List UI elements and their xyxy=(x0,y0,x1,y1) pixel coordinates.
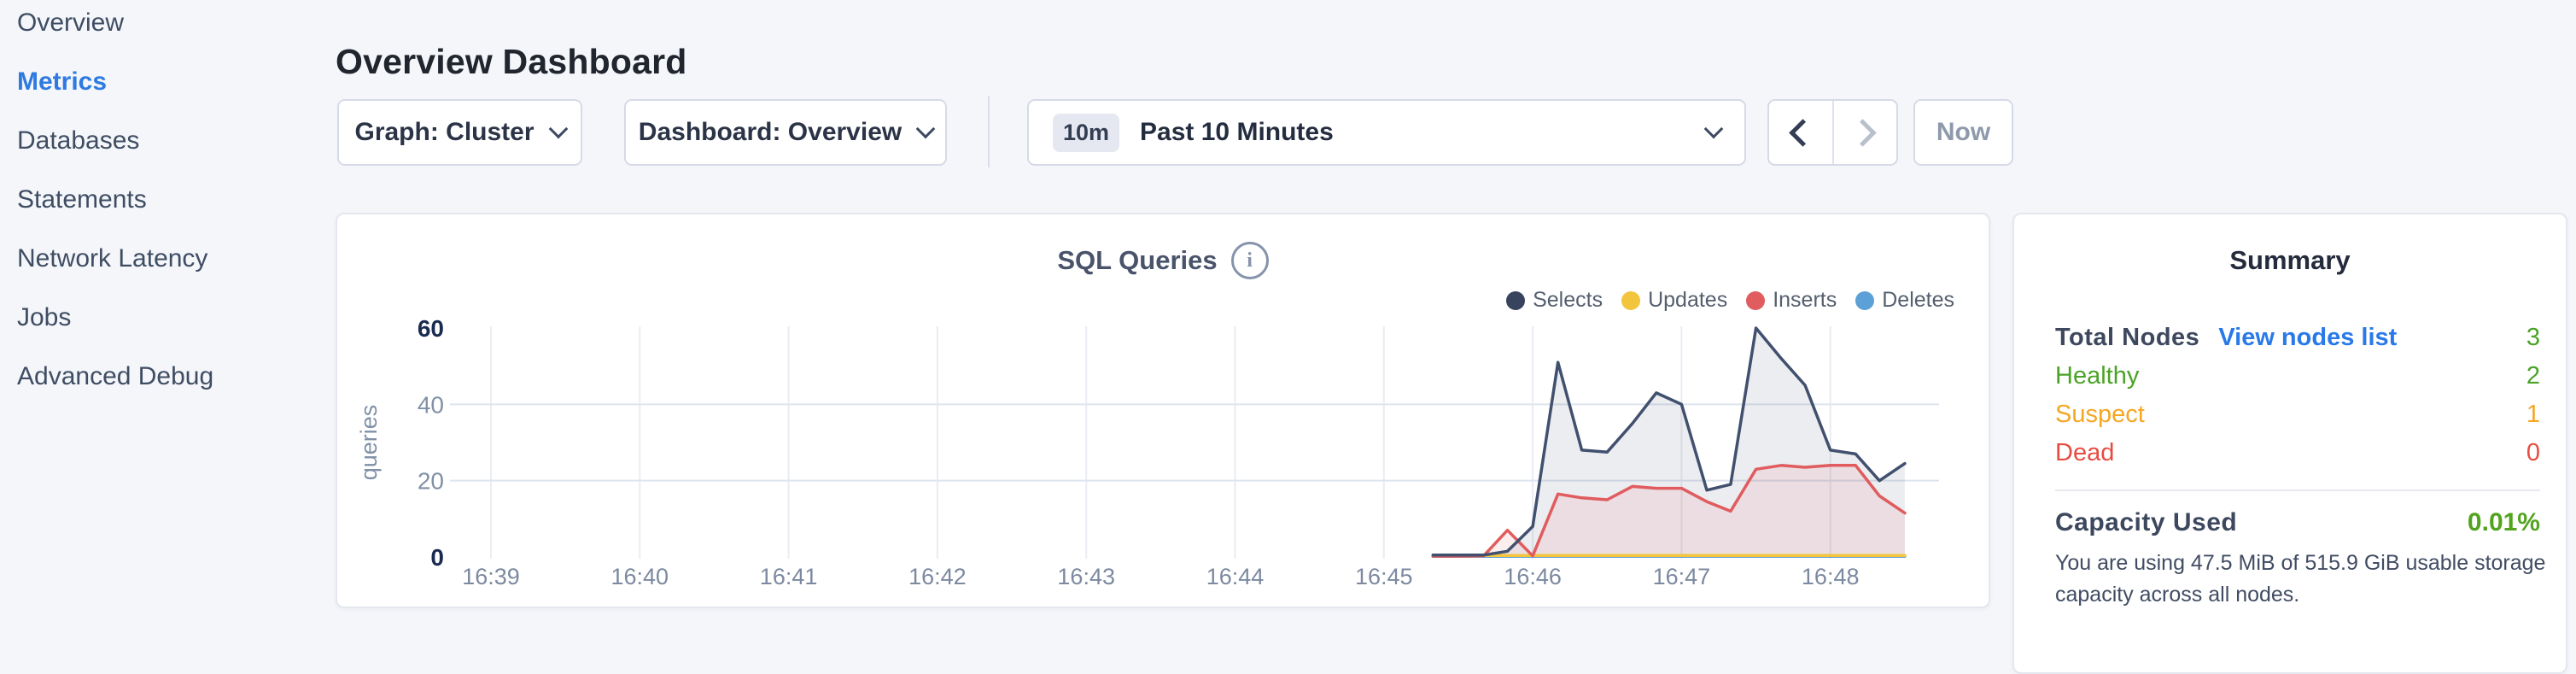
capacity-label: Capacity Used xyxy=(2055,508,2238,536)
legend-label: Inserts xyxy=(1773,288,1837,312)
legend-item-selects: Selects xyxy=(1506,288,1603,313)
time-forward-button[interactable] xyxy=(1831,101,1897,164)
y-tick-label: 60 xyxy=(418,315,444,342)
sidebar-item-metrics[interactable]: Metrics xyxy=(17,67,108,96)
graph-dropdown-label: Graph: Cluster xyxy=(354,118,534,146)
x-tick-label: 16:40 xyxy=(611,564,669,589)
legend-item-deletes: Deletes xyxy=(1855,288,1954,313)
x-tick-label: 16:44 xyxy=(1206,564,1265,589)
info-icon[interactable]: i xyxy=(1230,242,1269,279)
graph-dropdown[interactable]: Graph: Cluster xyxy=(337,99,582,166)
chart-title: SQL Queries xyxy=(1057,245,1218,275)
series-line-inserts xyxy=(1431,464,1907,558)
x-tick-label: 16:39 xyxy=(462,564,520,589)
dashboard-dropdown[interactable]: Dashboard: Overview xyxy=(624,99,947,166)
series-line-selects xyxy=(1431,326,1907,557)
chevron-down-icon xyxy=(548,119,568,139)
legend-label: Deletes xyxy=(1882,288,1954,312)
summary-divider xyxy=(2055,489,2540,491)
y-tick-label: 20 xyxy=(418,468,444,495)
summary-row-dead: Dead 0 xyxy=(2055,434,2540,472)
sidebar-item-advanced-debug[interactable]: Advanced Debug xyxy=(17,362,214,390)
time-range-badge: 10m xyxy=(1053,113,1120,152)
series-fill-selects xyxy=(1433,328,1905,557)
summary-row-label: Suspect xyxy=(2055,401,2145,428)
summary-panel: Summary Total Nodes View nodes list 3 Healt… xyxy=(2012,213,2567,674)
sidebar: Overview Metrics Databases Statements Networ… xyxy=(0,0,333,624)
summary-row-value: 2 xyxy=(2526,362,2540,390)
x-tick-label: 16:46 xyxy=(1504,564,1562,589)
legend-item-updates: Updates xyxy=(1621,288,1727,313)
legend-dot-icon xyxy=(1621,290,1641,310)
chart-legend: Selects Updates Inserts Deletes xyxy=(1506,288,1954,313)
legend-dot-icon xyxy=(1746,290,1766,310)
controls-divider xyxy=(988,96,990,167)
summary-row-value: 3 xyxy=(2526,324,2540,351)
page-title: Overview Dashboard xyxy=(336,42,687,82)
chevron-down-icon xyxy=(1703,119,1724,139)
chevron-right-icon xyxy=(1848,118,1877,147)
summary-row-total-nodes: Total Nodes View nodes list 3 xyxy=(2055,319,2540,357)
chevron-left-icon xyxy=(1789,118,1818,147)
time-range-label: Past 10 Minutes xyxy=(1140,118,1334,146)
view-nodes-list-link[interactable]: View nodes list xyxy=(2218,324,2398,351)
summary-row-label: Healthy xyxy=(2055,362,2140,390)
x-tick-label: 16:45 xyxy=(1355,564,1413,589)
time-range-dropdown[interactable]: 10m Past 10 Minutes xyxy=(1027,99,1746,166)
now-button[interactable]: Now xyxy=(1913,99,2013,166)
y-axis-label: queries xyxy=(356,405,382,481)
sidebar-item-network-latency[interactable]: Network Latency xyxy=(17,244,208,273)
time-back-button[interactable] xyxy=(1769,101,1832,164)
summary-row-value: 0 xyxy=(2526,439,2540,466)
summary-rows: Total Nodes View nodes list 3 Healthy 2 Suspe… xyxy=(2055,319,2540,472)
legend-label: Selects xyxy=(1533,288,1603,312)
summary-row-healthy: Healthy 2 xyxy=(2055,357,2540,396)
series-fill-inserts xyxy=(1433,465,1905,557)
legend-dot-icon xyxy=(1855,290,1875,310)
capacity-value: 0.01% xyxy=(2467,508,2540,536)
summary-row-label: Dead xyxy=(2055,439,2115,466)
x-tick-label: 16:48 xyxy=(1802,564,1860,589)
dashboard-dropdown-label: Dashboard: Overview xyxy=(638,118,902,146)
sidebar-item-overview[interactable]: Overview xyxy=(17,9,125,37)
x-tick-label: 16:41 xyxy=(760,564,818,589)
x-tick-label: 16:43 xyxy=(1057,564,1115,589)
x-tick-label: 16:47 xyxy=(1653,564,1711,589)
x-tick-label: 16:42 xyxy=(908,564,967,589)
legend-label: Updates xyxy=(1648,288,1728,312)
summary-row-label: Total Nodes xyxy=(2055,324,2200,351)
chart-title-row: SQL Queries i xyxy=(337,242,1989,279)
sidebar-item-databases[interactable]: Databases xyxy=(17,126,140,155)
sql-queries-plot: 16:39 16:40 16:41 16:42 16:43 16:44 16:45 16:46… xyxy=(356,315,1939,589)
y-tick-label: 40 xyxy=(418,391,444,418)
summary-row-suspect: Suspect 1 xyxy=(2055,396,2540,434)
capacity-description: You are using 47.5 MiB of 515.9 GiB usab… xyxy=(2055,551,2546,607)
capacity-row: Capacity Used 0.01% xyxy=(2055,508,2540,537)
summary-row-value: 1 xyxy=(2526,401,2540,428)
y-tick-label: 0 xyxy=(430,544,444,571)
chevron-down-icon xyxy=(915,119,936,139)
sidebar-item-statements[interactable]: Statements xyxy=(17,185,147,214)
sidebar-item-jobs[interactable]: Jobs xyxy=(17,303,72,331)
sql-queries-card: SQL Queries i Selects Updates Inserts Delet… xyxy=(336,213,1990,608)
legend-item-inserts: Inserts xyxy=(1746,288,1837,313)
summary-title: Summary xyxy=(2229,245,2351,275)
legend-dot-icon xyxy=(1506,290,1526,310)
time-nav-group xyxy=(1767,99,1898,166)
